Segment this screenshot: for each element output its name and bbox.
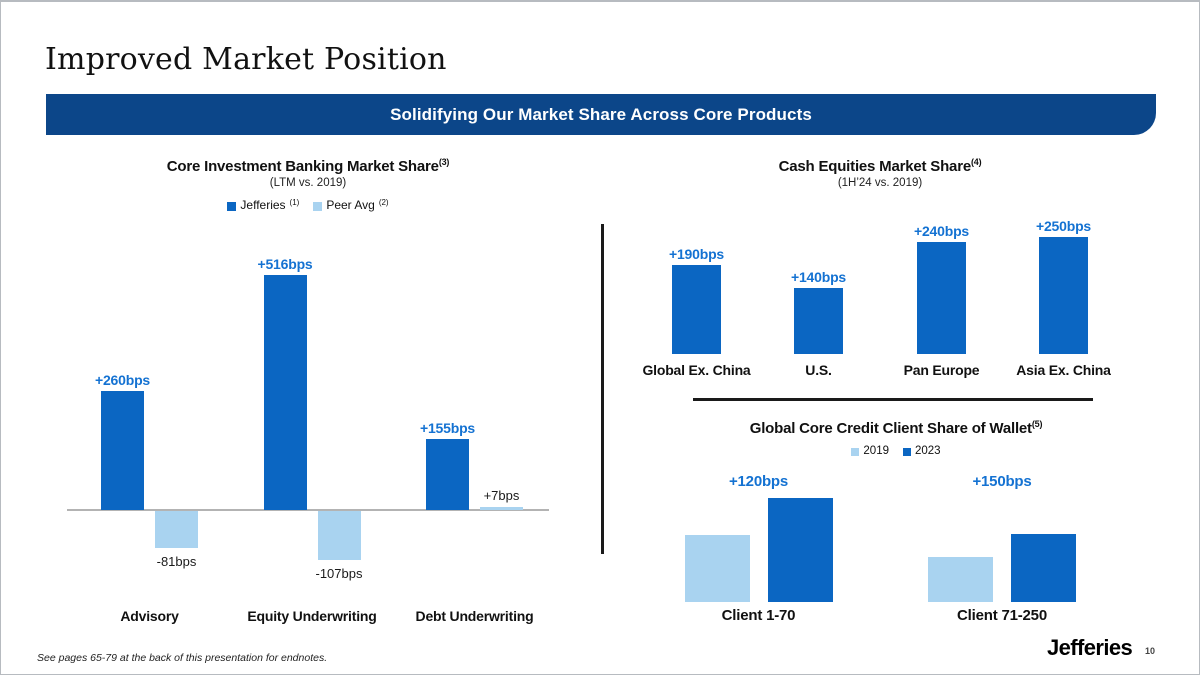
category-label-ce-2: Pan Europe [903, 362, 980, 378]
value-label-peer-1: -107bps [315, 566, 363, 581]
category-label-cw-1: Client 71-250 [957, 607, 1047, 624]
bar-2023-1 [1011, 534, 1076, 602]
bar-jefferies-0 [101, 391, 144, 510]
value-label-ce-2: +240bps [913, 223, 970, 239]
legend-swatch-jefferies-icon [227, 202, 237, 211]
value-label-ce-0: +190bps [668, 246, 725, 262]
page-number: 10 [1145, 646, 1156, 656]
bar-peer-2 [480, 507, 523, 510]
footnote-ref: (1) [289, 198, 300, 207]
bar-peer-1 [317, 511, 361, 560]
legend-item-2023: 2023 [903, 445, 941, 457]
legend-swatch-peer-avg-icon [313, 202, 323, 211]
zero-axis-line [67, 509, 549, 511]
value-label-ce-1: +140bps [790, 269, 847, 285]
legend-item-jefferies: Jefferies (1) [227, 198, 299, 212]
chart-title-cash-equities: Cash Equities Market Share(4) [778, 157, 982, 175]
footnote-ref: (3) [438, 157, 450, 167]
value-label-jefferies-0: +260bps [94, 372, 151, 388]
legend-item-2019: 2019 [851, 445, 889, 457]
bar-peer-0 [155, 511, 198, 548]
value-label-ce-3: +250bps [1035, 218, 1092, 234]
chart-header-core-ib: Core Investment Banking Market Share(3) … [67, 157, 549, 212]
bar-2019-1 [928, 557, 993, 602]
category-label-ce-1: U.S. [805, 362, 832, 378]
vertical-divider [601, 224, 604, 554]
footnote-ref: (2) [378, 198, 389, 207]
bar-2023-0 [767, 498, 833, 602]
bar-jefferies-1 [263, 275, 307, 510]
bar-2019-0 [684, 535, 750, 602]
value-label-jefferies-2: +155bps [419, 420, 476, 436]
legend-credit-wallet: 2019 2023 [618, 445, 1174, 457]
chart-title-credit-wallet: Global Core Credit Client Share of Walle… [749, 419, 1043, 437]
bar-cash-equities-1 [794, 288, 843, 354]
legend-item-peer-avg: Peer Avg (2) [313, 198, 389, 212]
endnote: See pages 65-79 at the back of this pres… [37, 652, 328, 664]
category-label-cw-0: Client 1-70 [721, 607, 796, 624]
horizontal-divider [693, 398, 1093, 401]
chart-title-core-ib: Core Investment Banking Market Share(3) [166, 157, 450, 175]
footnote-ref: (4) [970, 157, 982, 167]
jefferies-logo: Jefferies [1047, 635, 1133, 660]
legend-swatch-2023-icon [903, 448, 911, 456]
chart-subtitle-cash-equities: (1H’24 vs. 2019) [837, 177, 923, 189]
category-label-ce-0: Global Ex. China [642, 362, 751, 378]
category-label-ib-0: Advisory [120, 608, 179, 624]
footnote-ref: (5) [1031, 419, 1043, 429]
page-title: Improved Market Position [45, 42, 447, 77]
chart-header-cash-equities: Cash Equities Market Share(4) (1H’24 vs.… [602, 157, 1158, 189]
category-label-ib-1: Equity Underwriting [247, 608, 377, 624]
value-label-peer-2: +7bps [483, 488, 520, 503]
legend-core-ib: Jefferies (1) Peer Avg (2) [67, 198, 549, 212]
value-label-peer-0: -81bps [156, 554, 197, 569]
banner: Solidifying Our Market Share Across Core… [46, 94, 1156, 135]
value-label-jefferies-1: +516bps [257, 256, 313, 272]
delta-label-cw-1: +150bps [972, 473, 1032, 490]
bar-cash-equities-3 [1039, 237, 1088, 354]
bar-cash-equities-2 [917, 242, 966, 354]
delta-label-cw-0: +120bps [728, 473, 789, 490]
bar-cash-equities-0 [672, 265, 721, 354]
chart-header-credit-wallet: Global Core Credit Client Share of Walle… [618, 419, 1174, 457]
category-label-ce-3: Asia Ex. China [1016, 362, 1111, 378]
category-label-ib-2: Debt Underwriting [415, 608, 534, 624]
banner-text: Solidifying Our Market Share Across Core… [390, 104, 812, 124]
legend-swatch-2019-icon [851, 448, 860, 456]
bar-jefferies-2 [426, 439, 469, 510]
chart-subtitle-core-ib: (LTM vs. 2019) [269, 177, 347, 189]
